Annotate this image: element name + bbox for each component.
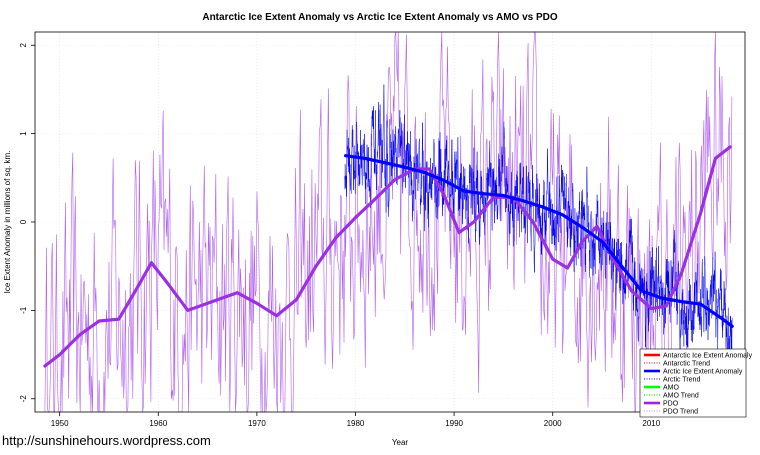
pdo-trend-point bbox=[472, 220, 476, 224]
arctic-trend-point bbox=[659, 296, 663, 300]
pdo-trend-point bbox=[235, 291, 239, 294]
arctic-trend-point bbox=[679, 300, 683, 303]
arctic-trend-point bbox=[730, 325, 734, 328]
y-axis: -2 -1 0 1 2 bbox=[19, 42, 35, 402]
pdo-trend-point bbox=[137, 284, 140, 287]
x-axis: 1950 1960 1970 1980 1990 2000 2010 bbox=[51, 412, 661, 428]
arctic-trend-point bbox=[482, 192, 485, 195]
y-tick-label: -1 bbox=[19, 306, 28, 314]
arctic-trend-point bbox=[719, 316, 722, 319]
pdo-trend-point bbox=[78, 333, 81, 337]
pdo-trend-point bbox=[97, 319, 101, 323]
pdo-trend-point bbox=[275, 314, 278, 317]
arctic-trend-point bbox=[344, 154, 347, 157]
pdo-trend-point bbox=[58, 353, 61, 356]
legend-label: AMO Trend bbox=[663, 393, 699, 400]
arctic-trend-point bbox=[403, 166, 406, 169]
legend-label: Arctic Ice Extent Anomaly bbox=[663, 369, 743, 376]
x-tick-label: 1980 bbox=[347, 419, 365, 428]
pdo-trend-point bbox=[630, 289, 633, 293]
arctic-trend-point bbox=[699, 302, 702, 306]
chart-title: Antarctic Ice Extent Anomaly vs Arctic I… bbox=[202, 12, 558, 23]
pdo-raw-line bbox=[44, 30, 733, 413]
legend-label: PDO bbox=[663, 401, 679, 408]
arctic-trend-point bbox=[423, 171, 426, 174]
pdo-trend-point bbox=[334, 236, 337, 240]
x-tick-label: 2010 bbox=[642, 419, 660, 428]
arctic-trend-point bbox=[581, 226, 584, 229]
pdo-trend-point bbox=[650, 307, 653, 310]
pdo-trend-point bbox=[581, 240, 584, 243]
x-tick-label: 1990 bbox=[445, 419, 463, 428]
pdo-trend-point bbox=[374, 197, 377, 201]
pdo-trend-point bbox=[314, 264, 318, 268]
pdo-trend-point bbox=[664, 304, 668, 308]
arctic-trend-point bbox=[364, 157, 367, 160]
pdo-trend-point bbox=[186, 309, 190, 312]
legend-label: AMO bbox=[663, 385, 680, 392]
arctic-trend-point bbox=[541, 205, 545, 209]
arctic-trend-point bbox=[383, 161, 387, 164]
x-axis-label: Year bbox=[392, 438, 409, 447]
y-axis-label: Ice Extent Anomaly in millions of sq. km… bbox=[3, 151, 12, 294]
pdo-trend-point bbox=[551, 257, 554, 261]
x-tick-label: 1960 bbox=[149, 419, 167, 428]
legend-label: Arctic Trend bbox=[663, 377, 700, 384]
pdo-trend-point bbox=[714, 157, 717, 160]
arctic-trend-point bbox=[521, 199, 525, 202]
x-tick-label: 1970 bbox=[248, 419, 266, 428]
x-tick-label: 1950 bbox=[51, 419, 69, 428]
arctic-trend-point bbox=[443, 179, 446, 182]
pdo-trend-point bbox=[43, 364, 47, 368]
pdo-trend-point bbox=[354, 216, 357, 219]
y-tick-label: -2 bbox=[19, 395, 28, 403]
pdo-trend-point bbox=[117, 318, 121, 321]
legend-box bbox=[639, 348, 747, 418]
pdo-trend-point bbox=[679, 273, 683, 277]
pdo-trend-point bbox=[531, 220, 535, 224]
pdo-trend-point bbox=[216, 298, 219, 301]
pdo-trend-point bbox=[295, 298, 298, 301]
pdo-trend-point bbox=[595, 225, 599, 228]
pdo-trend-point bbox=[729, 145, 732, 149]
legend-label: Antarctic Trend bbox=[663, 361, 710, 368]
pdo-trend-point bbox=[699, 211, 702, 215]
pdo-raw-series bbox=[44, 30, 733, 413]
y-tick-label: 0 bbox=[19, 219, 28, 224]
pdo-trend-point bbox=[166, 282, 170, 286]
arctic-trend-point bbox=[462, 189, 466, 193]
arctic-trend-point bbox=[640, 289, 643, 293]
x-tick-label: 2000 bbox=[544, 419, 562, 428]
pdo-trend-point bbox=[566, 266, 569, 270]
trend-lines bbox=[43, 145, 734, 368]
arctic-trend-point bbox=[600, 240, 604, 243]
legend-label: PDO Trend bbox=[663, 409, 698, 416]
y-tick-label: 1 bbox=[19, 131, 28, 136]
legend-label: Antarctic Ice Extent Anomaly bbox=[663, 353, 753, 360]
arctic-trend-point bbox=[620, 264, 623, 268]
pdo-trend-point bbox=[393, 178, 397, 181]
pdo-trend-point bbox=[492, 196, 495, 199]
arctic-trend-point bbox=[561, 213, 564, 217]
pdo-trend-point bbox=[457, 231, 461, 234]
watermark-url[interactable]: http://sunshinehours.wordpress.com bbox=[2, 433, 211, 448]
pdo-trend-point bbox=[150, 261, 153, 264]
arctic-trend-point bbox=[502, 194, 505, 197]
y-tick-label: 2 bbox=[19, 42, 28, 47]
pdo-trend-point bbox=[428, 167, 431, 171]
pdo-trend-point bbox=[443, 194, 446, 197]
pdo-trend-point bbox=[255, 302, 259, 305]
